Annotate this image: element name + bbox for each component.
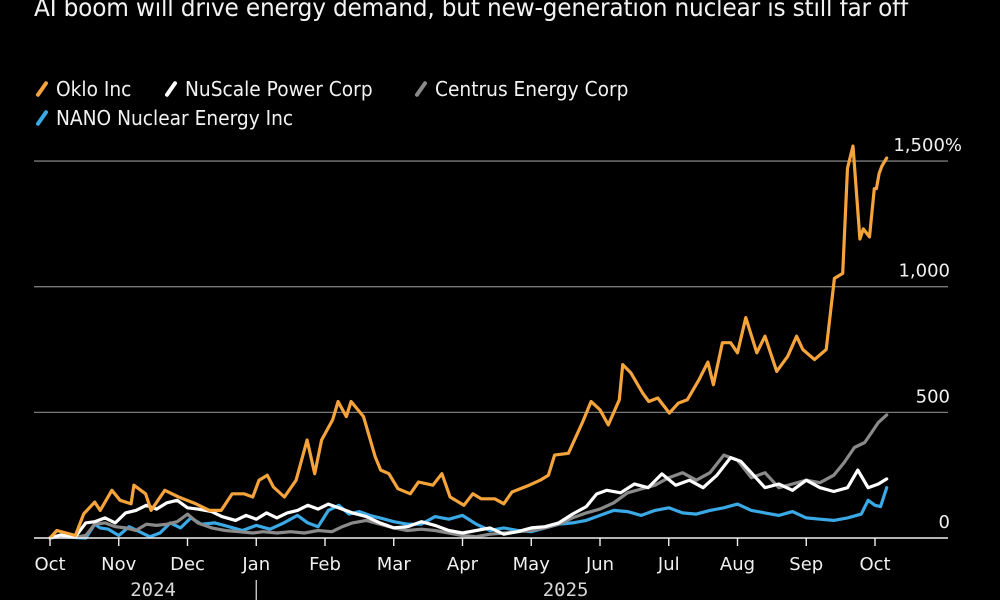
year-label-2025: 2025 [543,579,589,600]
y-tick-label-500: 500 [916,386,950,407]
series-line-oklo-inc [48,144,889,540]
legend-item-oklo[interactable]: Oklo Inc [34,77,137,101]
x-tick-label-jan: Jan [241,554,270,575]
legend-label-oklo: Oklo Inc [56,76,132,101]
y-tick-label-1000: 1,000 [898,261,950,282]
series-line-nuscale-power-corp [48,456,889,540]
x-tick-label-aug: Aug [720,554,755,575]
x-tick-label-feb: Feb [309,554,341,575]
x-tick-label-oct: Oct [859,554,890,575]
legend-label-nano: NANO Nuclear Energy Inc [56,105,294,130]
y-tick-label-1500: 1,500% [893,135,962,156]
x-tick-label-jun: Jun [585,554,614,575]
x-tick-label-jul: Jul [657,554,680,575]
x-tick-label-may: May [513,554,551,575]
legend-row-2: NANO Nuclear Energy Inc [34,103,934,132]
legend-label-centrus: Centrus Energy Corp [434,76,629,101]
chart-title: AI boom will drive energy demand, but ne… [34,0,909,22]
x-tick-label-mar: Mar [377,554,412,575]
year-label-2024: 2024 [130,579,176,600]
legend: Oklo Inc NuScale Power Corp Centrus Ener… [34,74,934,132]
legend-item-centrus[interactable]: Centrus Energy Corp [413,77,643,101]
x-tick-label-sep: Sep [789,554,823,575]
legend-label-nuscale: NuScale Power Corp [185,76,373,101]
x-tick-label-oct: Oct [34,554,65,575]
x-tick-label-apr: Apr [447,554,479,575]
legend-item-nano[interactable]: NANO Nuclear Energy Inc [34,106,311,130]
series-line-centrus-energy-corp [48,413,889,540]
series-line-nano-nuclear-energy-inc [48,486,889,540]
x-tick-label-dec: Dec [170,554,205,575]
x-tick-label-nov: Nov [101,554,136,575]
legend-item-nuscale[interactable]: NuScale Power Corp [163,77,387,101]
y-tick-label-0: 0 [939,512,950,533]
legend-row-1: Oklo Inc NuScale Power Corp Centrus Ener… [34,74,934,103]
